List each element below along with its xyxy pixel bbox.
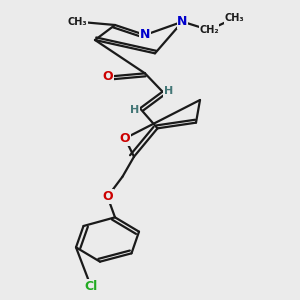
Text: H: H [130, 105, 140, 115]
Text: O: O [102, 190, 113, 203]
Text: CH₃: CH₃ [68, 17, 87, 27]
Text: O: O [102, 70, 113, 83]
Text: N: N [177, 15, 188, 28]
Text: O: O [120, 132, 130, 145]
Text: CH₃: CH₃ [224, 13, 244, 23]
Text: N: N [140, 28, 150, 41]
Text: H: H [164, 86, 173, 96]
Text: CH₂: CH₂ [199, 25, 219, 35]
Text: Cl: Cl [84, 280, 98, 293]
